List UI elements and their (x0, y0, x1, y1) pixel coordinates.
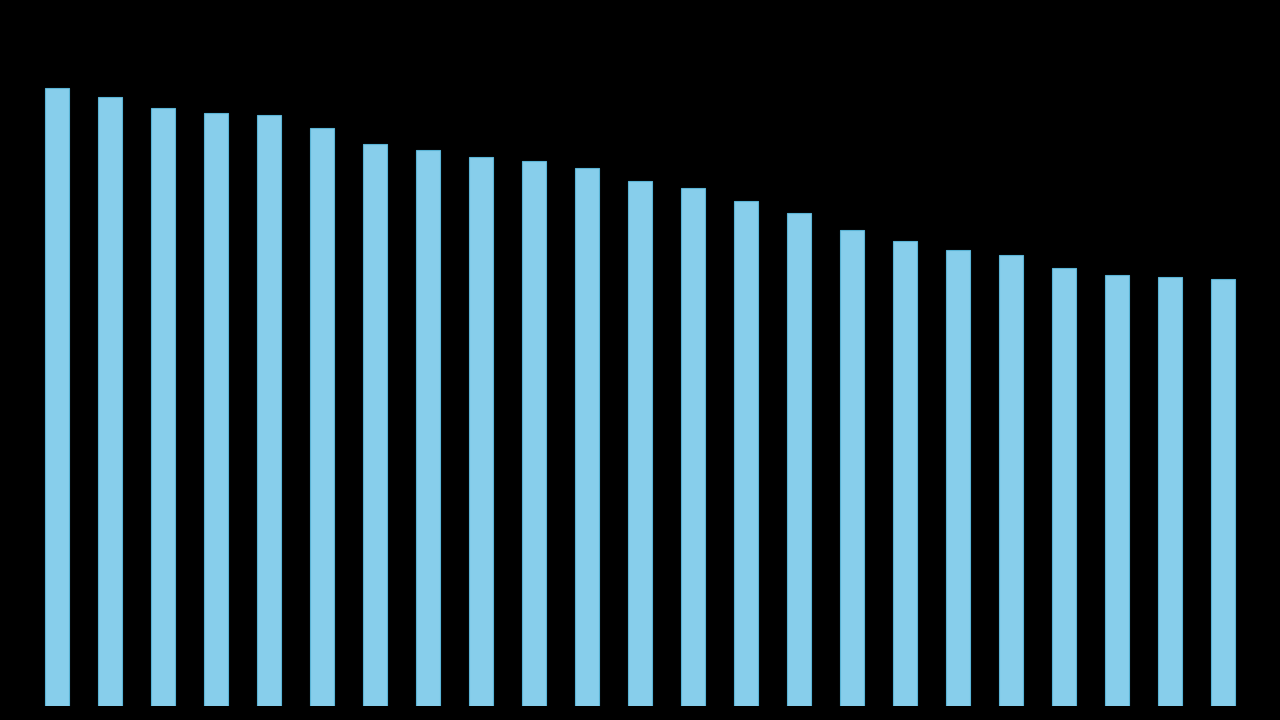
Bar (787, 212, 810, 706)
Bar (628, 181, 652, 706)
Bar (416, 150, 440, 706)
Bar (99, 97, 123, 706)
Bar (681, 188, 705, 706)
Bar (1105, 275, 1129, 706)
Bar (257, 114, 282, 706)
Bar (840, 230, 864, 706)
Bar (946, 251, 970, 706)
Bar (470, 157, 493, 706)
Bar (205, 112, 228, 706)
Bar (998, 255, 1023, 706)
Bar (522, 161, 547, 706)
Bar (151, 108, 175, 706)
Bar (575, 168, 599, 706)
Bar (1052, 268, 1075, 706)
Bar (1157, 277, 1181, 706)
Bar (1211, 279, 1234, 706)
Bar (733, 202, 758, 706)
Bar (310, 128, 334, 706)
Bar (893, 241, 916, 706)
Bar (46, 88, 69, 706)
Bar (364, 144, 387, 706)
